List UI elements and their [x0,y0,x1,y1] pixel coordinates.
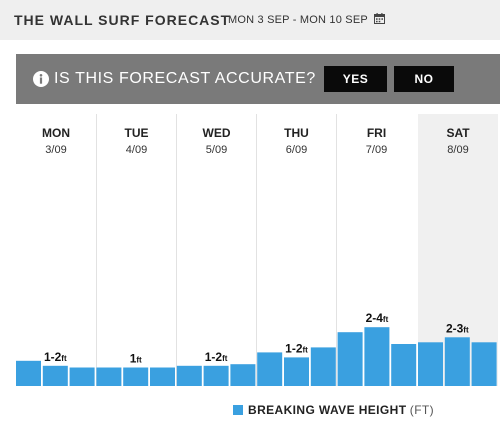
chart-legend: BREAKING WAVE HEIGHT (FT) [233,403,434,417]
day-name: WED [202,126,231,140]
wave-bar[interactable] [471,342,497,386]
wave-bar[interactable] [230,364,256,386]
wave-range-label: 2-4ft [366,311,389,325]
day-name: MON [42,126,70,140]
wave-bar[interactable] [42,365,68,386]
legend-label: BREAKING WAVE HEIGHT [248,403,407,417]
wave-range-label: 2-3ft [446,321,469,335]
wave-bar[interactable] [123,367,149,387]
wave-range-label: 1-2ft [205,350,228,364]
yes-button[interactable]: YES [324,66,387,92]
wave-bar[interactable] [444,337,470,386]
day-name: TUE [124,126,149,140]
wave-range-label: 1-2ft [285,341,308,355]
no-button[interactable]: NO [394,66,454,92]
accuracy-banner: IS THIS FORECAST ACCURATE? YES NO [16,54,500,104]
day-date: 6/09 [285,144,308,156]
wave-height-bars: 1-2ft 1ft 1-2ft 1-2ft 2-4ft 2-3ft [16,311,497,387]
wave-bar[interactable] [69,367,95,387]
legend-swatch [233,405,243,415]
wave-bar[interactable] [257,352,283,386]
wave-bar[interactable] [176,365,202,386]
calendar-icon[interactable] [373,13,385,24]
day-date: 7/09 [365,144,388,156]
day-date: 4/09 [125,144,148,156]
legend-unit: (FT) [409,403,435,417]
day-date: 5/09 [205,144,228,156]
accuracy-question: IS THIS FORECAST ACCURATE? [54,70,316,87]
wave-bar[interactable] [284,357,309,386]
wave-bar[interactable] [391,344,417,386]
wave-bar[interactable] [364,327,390,386]
day-name: THU [284,126,309,140]
wave-bar[interactable] [418,342,443,386]
day-date: 3/09 [45,144,67,156]
day-name: FRI [366,126,387,140]
wave-bar[interactable] [310,347,336,386]
day-column-tue[interactable]: TUE 4/09 [96,114,176,386]
day-column-fri[interactable]: FRI 7/09 [336,114,416,386]
day-column-wed[interactable]: WED 5/09 [176,114,256,386]
wave-bar[interactable] [150,367,175,387]
day-name: SAT [446,126,470,140]
forecast-chart: MON 3/09 TUE 4/09 WED 5/09 THU 6/09 FRI … [16,114,500,386]
wave-range-label: 1ft [130,352,142,366]
page-title: THE WALL SURF FORECAST [14,12,231,28]
wave-bar[interactable] [337,332,363,386]
wave-range-label: 1-2ft [44,350,67,364]
day-column-mon[interactable]: MON 3/09 [16,114,96,386]
date-range-selector[interactable]: MON 3 SEP - MON 10 SEP [228,13,385,26]
info-icon [33,71,49,87]
wave-bar[interactable] [203,365,229,386]
wave-bar[interactable] [16,360,41,386]
wave-bar[interactable] [96,367,122,387]
date-range-label: MON 3 SEP - MON 10 SEP [228,14,368,26]
header-bar: THE WALL SURF FORECAST MON 3 SEP - MON 1… [0,0,500,40]
day-column-thu[interactable]: THU 6/09 [256,114,336,386]
day-date: 8/09 [447,144,469,156]
